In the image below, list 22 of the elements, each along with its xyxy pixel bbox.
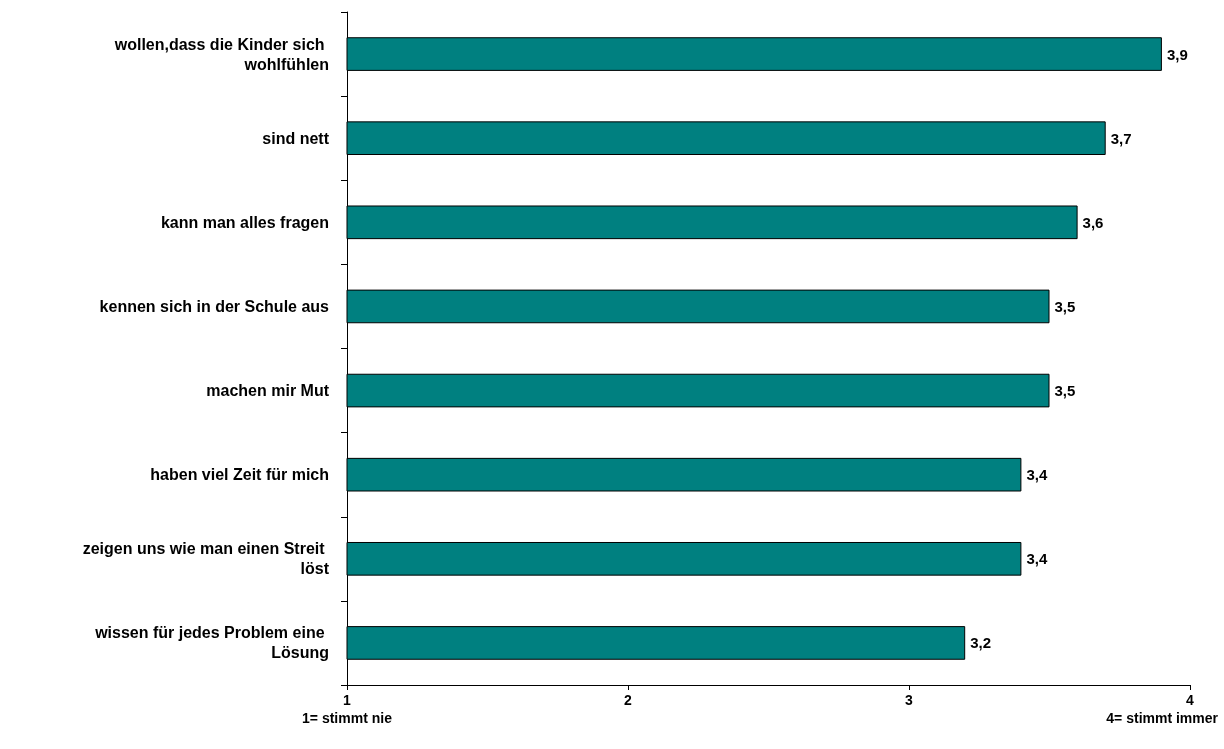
text: 1= stimmt nie — [302, 710, 393, 726]
data-label: 3,6 — [1082, 213, 1104, 231]
data-label: 3,7 — [1110, 129, 1132, 147]
data-label: 3,5 — [1054, 382, 1076, 400]
data-label: 3,2 — [970, 634, 992, 652]
y-tick-label: kann man alles fragen — [160, 213, 329, 231]
data-label: 3,5 — [1054, 297, 1076, 315]
x-tick-label: 3 — [905, 692, 914, 708]
y-tick-label: sind nett — [262, 129, 330, 147]
y-tick-label: wollen,dass die Kinder sich wohlfühlen — [113, 35, 329, 73]
data-label: 3,4 — [1026, 466, 1048, 484]
y-tick-label: zeigen uns wie man einen Streit löst — [82, 540, 330, 578]
data-label: 3,4 — [1026, 550, 1048, 568]
x-tick-label: 1 — [343, 692, 352, 708]
x-tick-label: 2 — [624, 692, 633, 708]
y-tick-label: kennen sich in der Schule aus — [99, 297, 330, 315]
text: 4= stimmt immer — [1106, 710, 1219, 726]
y-tick-label: machen mir Mut — [206, 382, 330, 400]
y-tick-label: haben viel Zeit für mich — [150, 466, 329, 484]
data-label: 3,9 — [1166, 45, 1188, 63]
x-tick-label: 4 — [1186, 692, 1195, 708]
y-tick-label: wissen für jedes Problem eine Lösung — [94, 624, 329, 662]
